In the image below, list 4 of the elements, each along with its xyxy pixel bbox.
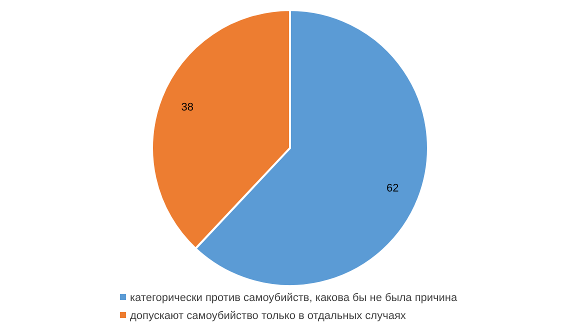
legend-label: категорически против самоубийств, какова бы не была причина <box>130 292 458 304</box>
data-label: 38 <box>181 101 194 114</box>
legend-label: допускают самоубийство только в отдальных случаях <box>130 310 406 322</box>
data-label: 62 <box>386 182 399 195</box>
